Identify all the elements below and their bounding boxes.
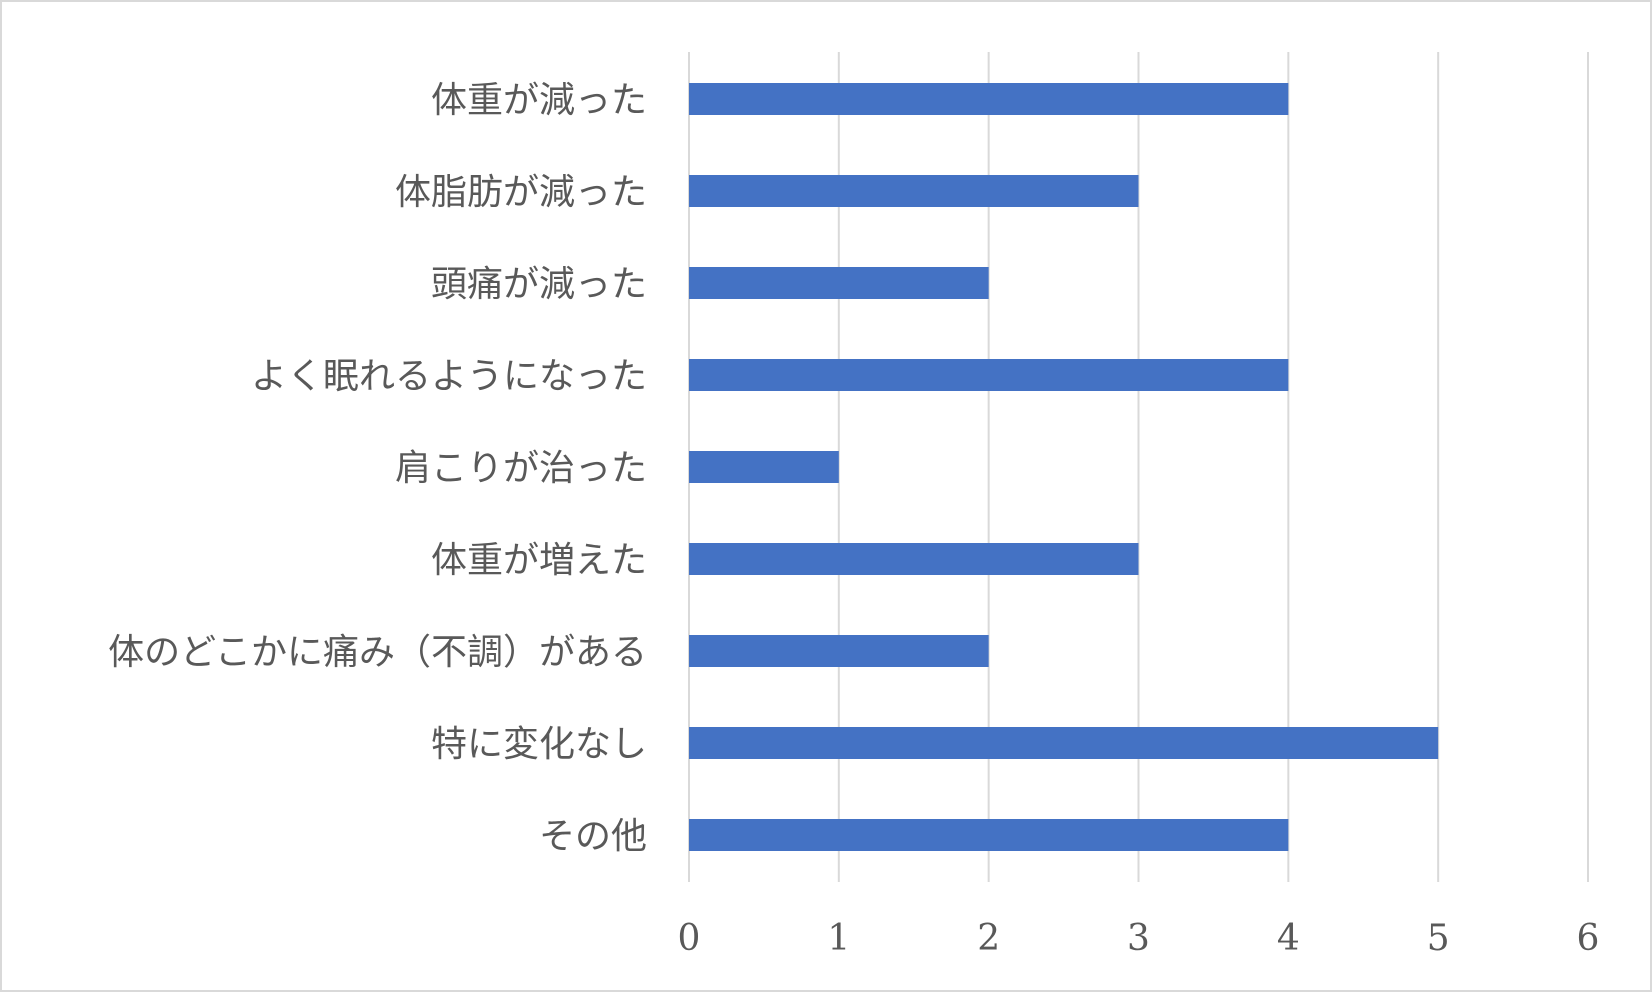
x-tick-labels: 0 1 2 3 4 5 6 xyxy=(678,918,1600,959)
category-label: 体重が増えた xyxy=(431,540,647,581)
bar-1 xyxy=(689,175,1139,207)
bar-3 xyxy=(689,359,1289,391)
category-label: 体のどこかに痛み（不調）がある xyxy=(108,632,647,673)
bar-2 xyxy=(689,267,989,299)
bar-6 xyxy=(689,635,989,667)
x-tick-label: 0 xyxy=(678,918,701,959)
category-label: 肩こりが治った xyxy=(395,448,647,489)
x-tick-label: 4 xyxy=(1277,918,1300,959)
category-label: 体脂肪が減った xyxy=(395,172,647,213)
category-label: その他 xyxy=(539,816,647,857)
bar-7 xyxy=(689,727,1439,759)
bar-4 xyxy=(689,451,839,483)
bars xyxy=(689,83,1439,851)
x-tick-label: 3 xyxy=(1127,918,1150,959)
bar-0 xyxy=(689,83,1289,115)
bar-5 xyxy=(689,543,1139,575)
bar-8 xyxy=(689,819,1289,851)
x-tick-label: 2 xyxy=(977,918,1000,959)
category-label: 特に変化なし xyxy=(431,724,647,765)
category-label: 体重が減った xyxy=(431,80,647,121)
x-tick-label: 6 xyxy=(1577,918,1600,959)
x-tick-label: 5 xyxy=(1427,918,1450,959)
category-label: よく眠れるようになった xyxy=(251,356,647,397)
category-labels: 体重が減った体脂肪が減った頭痛が減ったよく眠れるようになった肩こりが治った体重が… xyxy=(108,80,647,857)
category-label: 頭痛が減った xyxy=(431,264,647,305)
x-tick-label: 1 xyxy=(827,918,850,959)
